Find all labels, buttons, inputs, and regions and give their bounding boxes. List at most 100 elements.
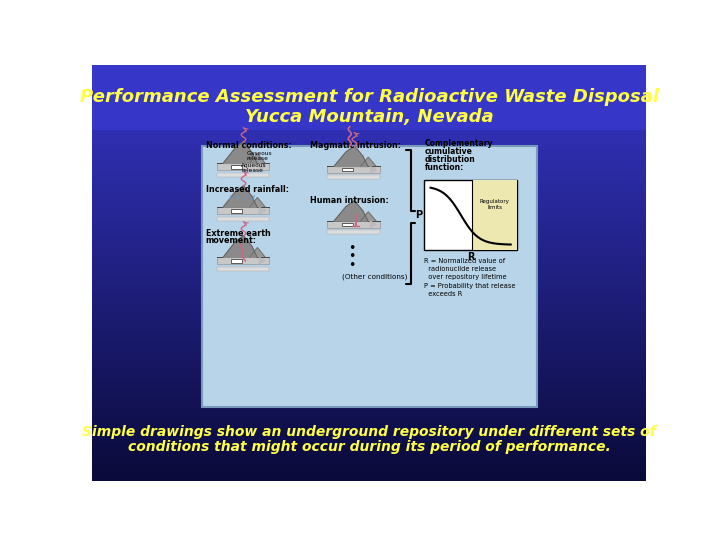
Text: radionuclide release: radionuclide release	[425, 266, 497, 272]
Bar	[92, 331, 647, 333]
Bar	[92, 206, 647, 208]
Bar	[92, 302, 647, 304]
Bar	[92, 281, 647, 283]
Bar	[92, 231, 647, 233]
Polygon shape	[223, 186, 257, 207]
Bar	[92, 271, 647, 273]
Bar	[92, 69, 647, 71]
Bar	[92, 133, 647, 136]
Bar	[92, 404, 647, 406]
Bar	[92, 429, 647, 431]
Bar	[92, 358, 647, 360]
Bar	[92, 441, 647, 443]
Text: function:: function:	[425, 163, 464, 172]
Bar	[92, 125, 647, 127]
Bar	[92, 343, 647, 346]
Bar	[92, 312, 647, 314]
Bar	[92, 85, 647, 87]
Text: Yucca Mountain, Nevada: Yucca Mountain, Nevada	[245, 108, 493, 126]
Bar	[92, 395, 647, 397]
Bar	[92, 397, 647, 400]
Bar	[92, 235, 647, 238]
Bar	[92, 187, 647, 190]
Bar	[230, 209, 242, 213]
Bar	[92, 298, 647, 300]
Bar	[92, 335, 647, 337]
Bar	[92, 381, 647, 383]
Bar	[92, 165, 647, 167]
Bar	[92, 443, 647, 446]
Bar	[341, 222, 353, 226]
Bar	[92, 131, 647, 133]
Bar	[92, 339, 647, 341]
Bar	[92, 175, 647, 177]
Text: Gaseous
release: Gaseous release	[246, 151, 272, 161]
Text: Normal conditions:: Normal conditions:	[206, 141, 292, 150]
Polygon shape	[361, 157, 376, 166]
Bar	[92, 223, 647, 225]
Bar	[92, 104, 647, 106]
Bar	[92, 181, 647, 183]
Bar	[92, 454, 647, 456]
Bar	[92, 456, 647, 458]
Bar	[328, 221, 379, 227]
Bar	[92, 474, 647, 476]
Bar	[92, 183, 647, 185]
Bar	[92, 111, 647, 113]
Bar	[92, 416, 647, 418]
Bar	[92, 364, 647, 366]
Bar	[92, 214, 647, 217]
Bar	[92, 208, 647, 211]
Bar	[92, 82, 647, 84]
Bar	[92, 418, 647, 420]
Bar	[92, 341, 647, 343]
Text: over repository lifetime: over repository lifetime	[425, 274, 507, 280]
Bar	[92, 87, 647, 90]
Bar	[92, 319, 647, 321]
Bar	[92, 462, 647, 464]
Bar	[92, 136, 647, 138]
Bar	[92, 150, 647, 152]
Bar	[92, 90, 647, 92]
Bar	[92, 262, 647, 265]
Bar	[92, 349, 647, 352]
Bar	[202, 146, 537, 408]
Bar	[92, 144, 647, 146]
Text: conditions that might occur during its period of performance.: conditions that might occur during its p…	[127, 440, 611, 454]
Text: P = Probability that release: P = Probability that release	[425, 283, 516, 289]
Bar	[92, 379, 647, 381]
Bar	[217, 207, 269, 214]
Polygon shape	[334, 146, 368, 166]
Bar	[92, 94, 647, 96]
Text: (Other conditions): (Other conditions)	[342, 274, 408, 280]
Bar	[92, 460, 647, 462]
Bar	[328, 230, 379, 234]
Bar	[92, 204, 647, 206]
Bar	[92, 348, 647, 349]
Bar	[92, 109, 647, 111]
Bar	[92, 217, 647, 219]
Bar	[92, 121, 647, 123]
Bar	[92, 310, 647, 312]
Bar	[92, 168, 647, 171]
Polygon shape	[361, 212, 376, 221]
Bar	[92, 354, 647, 356]
Bar	[92, 437, 647, 439]
Bar	[92, 146, 647, 148]
Bar	[217, 257, 269, 264]
Bar	[92, 233, 647, 235]
Bar	[92, 179, 647, 181]
Bar	[92, 427, 647, 429]
Bar	[92, 119, 647, 121]
Bar	[328, 166, 379, 173]
Bar	[92, 472, 647, 474]
Text: R = Normalized value of: R = Normalized value of	[425, 259, 505, 265]
Text: Regulatory
limits: Regulatory limits	[480, 199, 510, 210]
Bar	[92, 238, 647, 239]
Bar	[92, 229, 647, 231]
Bar	[92, 268, 647, 271]
Text: Magmatic intrusion:: Magmatic intrusion:	[310, 141, 401, 150]
Bar	[92, 352, 647, 354]
Bar	[92, 337, 647, 339]
Bar	[92, 192, 647, 194]
